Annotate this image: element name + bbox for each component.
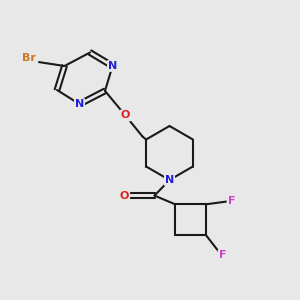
Text: O: O (120, 190, 129, 201)
Text: F: F (218, 250, 226, 260)
Text: N: N (108, 61, 117, 71)
Text: N: N (165, 175, 174, 185)
Text: F: F (227, 196, 235, 206)
Text: O: O (121, 110, 130, 121)
Text: N: N (75, 99, 84, 109)
Text: Br: Br (22, 52, 35, 63)
